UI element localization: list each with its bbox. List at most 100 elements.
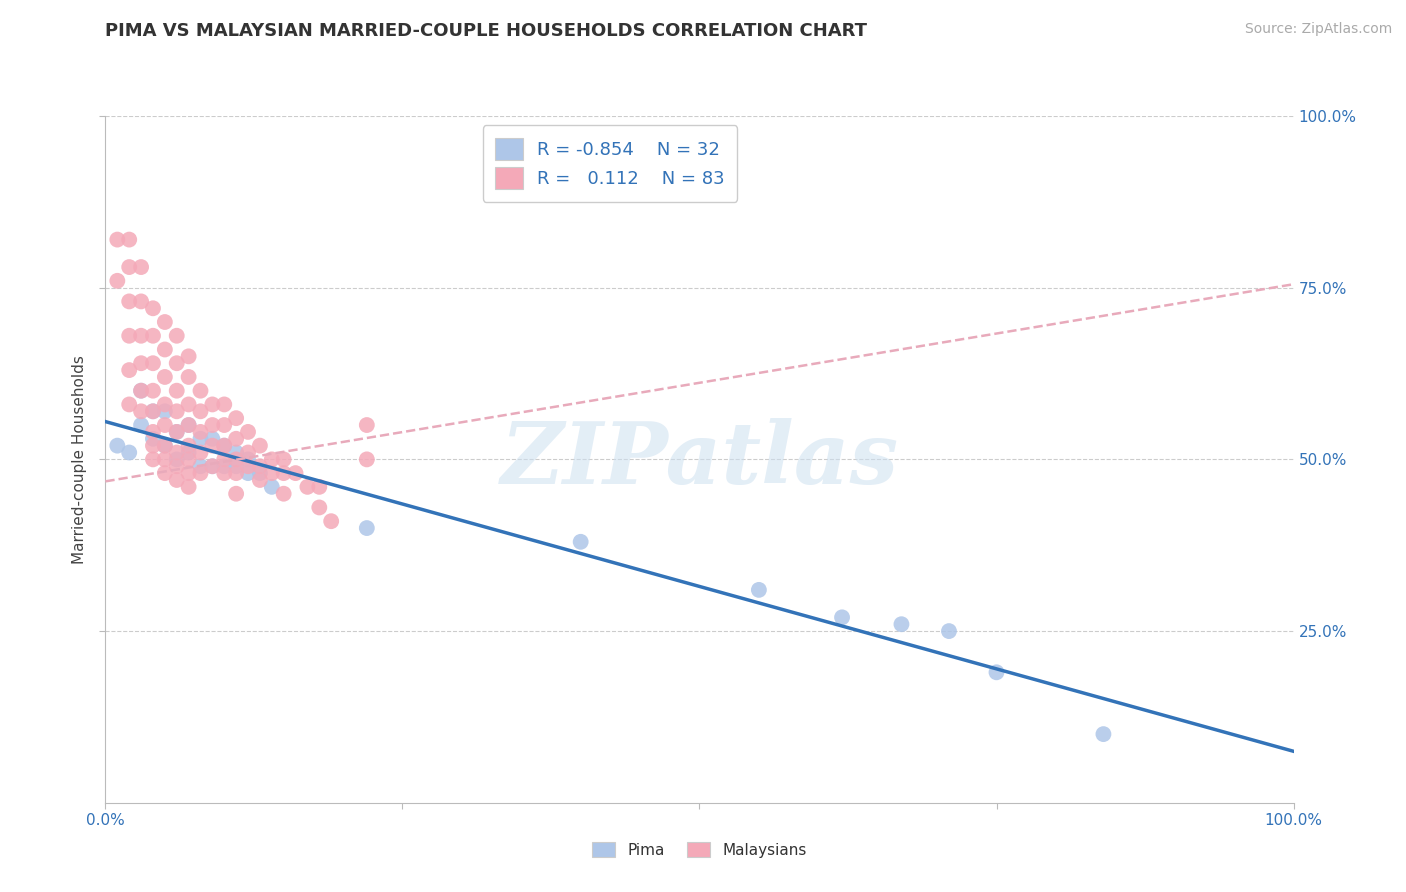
- Point: [236, 445, 259, 459]
- Point: [177, 370, 200, 384]
- Point: [236, 466, 259, 480]
- Point: [142, 452, 165, 467]
- Point: [214, 417, 236, 433]
- Point: [831, 610, 853, 624]
- Point: [249, 439, 271, 453]
- Point: [166, 445, 188, 459]
- Point: [153, 397, 176, 411]
- Point: [201, 397, 224, 411]
- Point: [260, 452, 283, 467]
- Point: [142, 425, 165, 439]
- Point: [249, 473, 271, 487]
- Point: [273, 487, 295, 501]
- Point: [214, 466, 236, 480]
- Point: [118, 328, 141, 343]
- Point: [166, 425, 188, 439]
- Point: [190, 445, 212, 459]
- Point: [153, 466, 176, 480]
- Point: [142, 439, 165, 453]
- Point: [118, 294, 141, 309]
- Point: [236, 452, 259, 467]
- Point: [938, 624, 960, 639]
- Point: [153, 417, 176, 433]
- Point: [166, 384, 188, 398]
- Point: [166, 425, 188, 439]
- Point: [177, 466, 200, 480]
- Point: [142, 404, 165, 418]
- Point: [153, 452, 176, 467]
- Point: [153, 315, 176, 329]
- Point: [142, 356, 165, 370]
- Point: [308, 500, 330, 515]
- Point: [890, 617, 912, 632]
- Point: [986, 665, 1008, 680]
- Point: [273, 466, 295, 480]
- Point: [214, 459, 236, 474]
- Point: [190, 459, 212, 474]
- Point: [129, 384, 152, 398]
- Point: [214, 452, 236, 467]
- Point: [129, 260, 152, 274]
- Point: [105, 439, 128, 453]
- Point: [260, 480, 283, 494]
- Point: [129, 417, 152, 433]
- Point: [166, 473, 188, 487]
- Point: [129, 384, 152, 398]
- Point: [201, 417, 224, 433]
- Point: [225, 459, 247, 474]
- Point: [225, 452, 247, 467]
- Point: [201, 459, 224, 474]
- Point: [118, 233, 141, 247]
- Point: [190, 425, 212, 439]
- Y-axis label: Married-couple Households: Married-couple Households: [72, 355, 87, 564]
- Point: [105, 233, 128, 247]
- Legend: Pima, Malaysians: Pima, Malaysians: [586, 836, 813, 863]
- Point: [177, 439, 200, 453]
- Point: [201, 432, 224, 446]
- Point: [260, 466, 283, 480]
- Point: [225, 445, 247, 459]
- Point: [748, 582, 770, 597]
- Point: [166, 452, 188, 467]
- Point: [201, 439, 224, 453]
- Point: [142, 301, 165, 316]
- Point: [153, 439, 176, 453]
- Point: [153, 404, 176, 418]
- Point: [214, 439, 236, 453]
- Point: [118, 260, 141, 274]
- Point: [308, 480, 330, 494]
- Point: [569, 534, 592, 549]
- Point: [177, 452, 200, 467]
- Point: [118, 363, 141, 377]
- Point: [1092, 727, 1115, 741]
- Point: [273, 452, 295, 467]
- Point: [356, 521, 378, 535]
- Point: [356, 452, 378, 467]
- Point: [166, 328, 188, 343]
- Point: [190, 432, 212, 446]
- Point: [201, 459, 224, 474]
- Point: [166, 356, 188, 370]
- Point: [177, 417, 200, 433]
- Point: [297, 480, 319, 494]
- Point: [236, 459, 259, 474]
- Point: [177, 350, 200, 364]
- Point: [142, 384, 165, 398]
- Point: [225, 432, 247, 446]
- Point: [142, 328, 165, 343]
- Point: [214, 439, 236, 453]
- Point: [177, 445, 200, 459]
- Point: [177, 480, 200, 494]
- Point: [153, 343, 176, 357]
- Point: [129, 328, 152, 343]
- Point: [284, 466, 307, 480]
- Point: [190, 466, 212, 480]
- Point: [129, 294, 152, 309]
- Point: [118, 397, 141, 411]
- Point: [249, 466, 271, 480]
- Text: PIMA VS MALAYSIAN MARRIED-COUPLE HOUSEHOLDS CORRELATION CHART: PIMA VS MALAYSIAN MARRIED-COUPLE HOUSEHO…: [105, 22, 868, 40]
- Point: [225, 466, 247, 480]
- Point: [249, 459, 271, 474]
- Text: ZIPatlas: ZIPatlas: [501, 417, 898, 501]
- Point: [129, 404, 152, 418]
